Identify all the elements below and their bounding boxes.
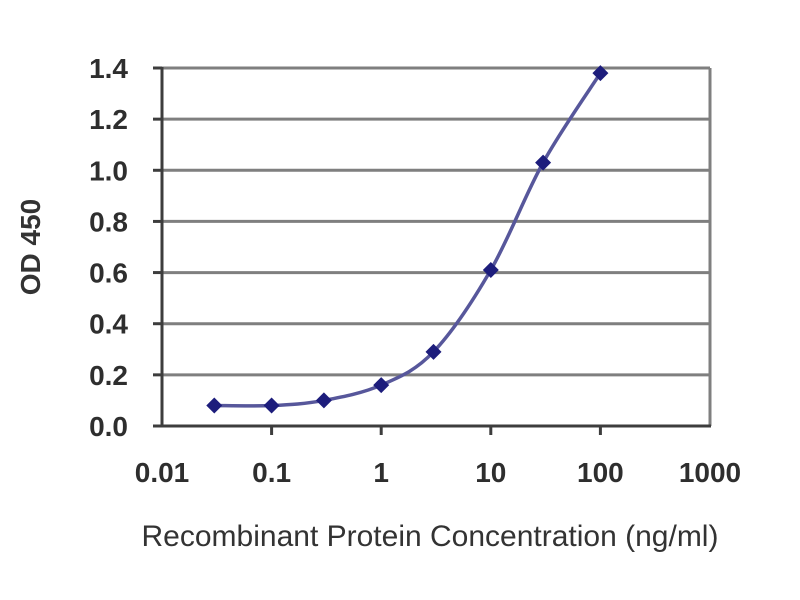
data-point-marker-7 (592, 65, 609, 82)
gridlines (162, 66, 712, 426)
x-tick-label: 0.01 (135, 457, 190, 488)
data-point-marker-3 (373, 377, 390, 394)
data-point-marker-0 (206, 397, 223, 414)
y-tick-label: 1.4 (89, 53, 128, 84)
data-point-marker-1 (263, 397, 280, 414)
x-tick-label: 0.1 (252, 457, 291, 488)
y-axis-title: OD 450 (15, 199, 46, 296)
x-tick-label: 100 (577, 457, 624, 488)
y-tick-label: 1.2 (89, 104, 128, 135)
y-tick-label: 0.0 (89, 411, 128, 442)
y-tick-label: 1.0 (89, 155, 128, 186)
y-tick-label: 0.2 (89, 360, 128, 391)
x-tick-label: 1000 (679, 457, 741, 488)
y-tick-label: 0.4 (89, 309, 128, 340)
axis-ticks (153, 66, 602, 435)
series-line (214, 72, 602, 408)
x-tick-label: 10 (475, 457, 506, 488)
y-tick-label: 0.6 (89, 258, 128, 289)
data-series (206, 65, 609, 414)
axes (160, 67, 711, 428)
data-point-marker-5 (482, 262, 499, 279)
x-axis-title: Recombinant Protein Concentration (ng/ml… (142, 520, 719, 553)
data-point-marker-2 (315, 392, 332, 409)
data-point-marker-6 (535, 154, 552, 171)
tick-labels: 0.0 0.2 0.4 0.6 0.8 1.0 1.2 1.4 0.01 0.1 1 10 100 100… (89, 53, 741, 488)
data-point-marker-4 (425, 343, 442, 360)
x-tick-label: 1 (373, 457, 389, 488)
y-tick-label: 0.8 (89, 206, 128, 237)
